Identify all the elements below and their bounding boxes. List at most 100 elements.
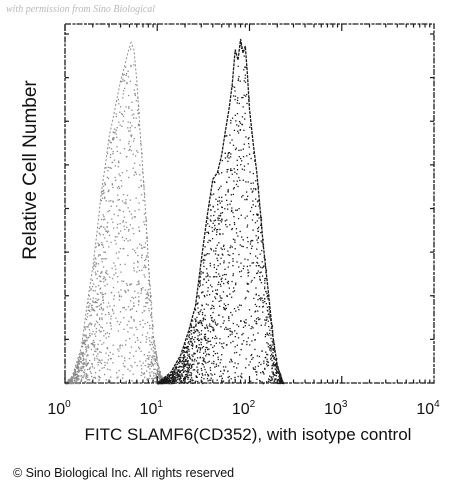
histogram-dot (229, 293, 231, 295)
histogram-dot (214, 335, 217, 337)
histogram-dot (146, 379, 148, 381)
histogram-dot (82, 341, 84, 343)
histogram-dot (275, 365, 277, 367)
histogram-dot (95, 301, 97, 304)
histogram-dot (232, 265, 234, 267)
histogram-dot (170, 380, 172, 382)
histogram-dot (117, 281, 119, 283)
histogram-dot (270, 337, 272, 340)
histogram-dot (85, 334, 87, 336)
histogram-dot (129, 148, 131, 150)
histogram-dot (184, 376, 186, 378)
histogram-dot (231, 139, 233, 141)
histogram-dot (247, 181, 249, 183)
histogram-dot (236, 159, 238, 161)
histogram-dot (174, 369, 176, 371)
histogram-dot (144, 264, 146, 266)
histogram-dot (86, 364, 88, 366)
histogram-dot (138, 226, 140, 228)
histogram-dot (208, 353, 210, 355)
histogram-dot (134, 93, 136, 95)
histogram-dot (119, 124, 121, 126)
histogram-dot (233, 222, 236, 224)
histogram-dot (214, 353, 216, 355)
histogram-dot (76, 378, 78, 380)
histogram-dot (219, 338, 221, 340)
histogram-dot (260, 271, 262, 273)
histogram-dot (137, 292, 139, 294)
histogram-dot (204, 351, 207, 353)
histogram-dot (260, 299, 262, 301)
histogram-dot (207, 374, 210, 377)
histogram-dot (267, 361, 269, 363)
histogram-dot (212, 222, 214, 224)
histogram-dot (265, 334, 267, 336)
histogram-dot (129, 80, 131, 82)
histogram-dot (177, 375, 179, 378)
histogram-dot (257, 265, 260, 267)
histogram-dot (236, 209, 238, 211)
histogram-dot (266, 365, 268, 367)
histogram-dot (200, 330, 203, 332)
histogram-dot (213, 250, 215, 252)
histogram-dot (242, 96, 244, 99)
histogram-dot (73, 381, 76, 384)
histogram-dot (279, 379, 282, 381)
histogram-dot (195, 360, 198, 362)
histogram-dot (107, 230, 109, 232)
histogram-dot (84, 346, 87, 348)
histogram-dot (202, 364, 204, 366)
x-tick-label: 103 (324, 399, 348, 418)
histogram-dot (192, 326, 195, 328)
histogram-dot (197, 339, 200, 342)
histogram-dot (83, 373, 86, 376)
histogram-dot (207, 290, 209, 292)
histogram-dot (76, 375, 78, 377)
histogram-dot (207, 279, 210, 281)
histogram-dot (244, 258, 246, 260)
histogram-dot (85, 382, 87, 385)
histogram-dot (227, 328, 229, 330)
histogram-dot (206, 353, 208, 355)
histogram-dot (241, 168, 243, 170)
histogram-dot (147, 294, 150, 297)
histogram-dot (274, 364, 276, 367)
histogram-dot (256, 220, 258, 222)
histogram-dot (74, 372, 76, 374)
histogram-dot (192, 355, 194, 358)
histogram-dot (89, 332, 91, 335)
histogram-dot (184, 363, 186, 365)
histogram-dot (153, 342, 155, 344)
histogram-dot (210, 247, 212, 250)
histogram-dot (165, 382, 167, 385)
histogram-dot (176, 372, 178, 374)
histogram-dot (280, 379, 283, 381)
histogram-dot (152, 365, 154, 367)
histogram-dot (100, 280, 102, 283)
histogram-dot (178, 359, 181, 361)
histogram-dot (76, 365, 79, 367)
histogram-dot (139, 164, 141, 166)
histogram-dot (82, 358, 85, 360)
histogram-dot (70, 382, 72, 385)
histogram-dot (131, 217, 133, 219)
histogram-dot (80, 380, 82, 382)
histogram-dot (252, 367, 254, 369)
histogram-dot (188, 369, 190, 371)
histogram-dot (104, 333, 107, 335)
histogram-dot (213, 319, 216, 321)
histogram-dot (255, 189, 257, 191)
histogram-dot (130, 300, 132, 302)
histogram-dot (133, 319, 135, 321)
histogram-dot (148, 337, 150, 339)
histogram-dot (270, 344, 272, 346)
histogram-dot (231, 209, 233, 212)
histogram-dot (225, 307, 227, 310)
histogram-dot (227, 154, 229, 156)
histogram-dot (178, 371, 181, 373)
histogram-dot (106, 347, 108, 349)
histogram-series-2 (156, 38, 285, 385)
histogram-dot (94, 344, 96, 346)
histogram-dot (134, 94, 136, 97)
histogram-dot (129, 370, 131, 372)
